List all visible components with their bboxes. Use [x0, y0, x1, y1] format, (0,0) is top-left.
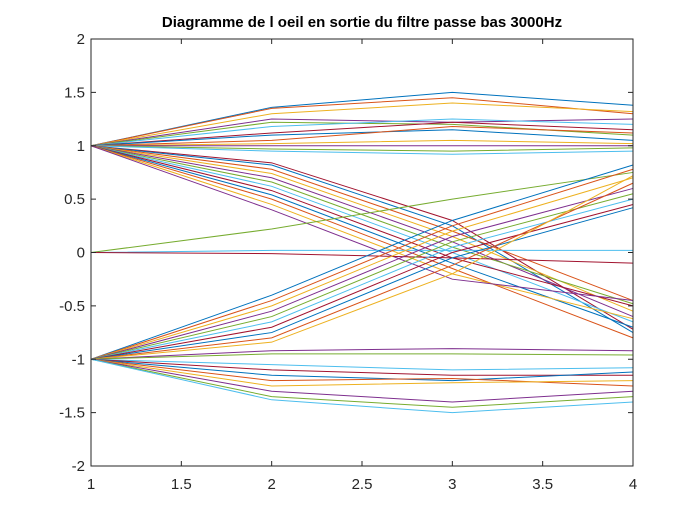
x-tick-label: 2.5	[352, 476, 373, 493]
y-tick-label: -2	[72, 458, 85, 475]
plot-area	[91, 39, 633, 466]
series-line-23	[90, 145, 634, 339]
series-line-13	[90, 145, 634, 155]
x-axis: 1 1.5 2 2.5 3 3.5 4	[87, 39, 637, 493]
y-tick-label: 0.5	[64, 191, 85, 208]
series-line-46	[90, 358, 634, 403]
x-tick-label: 3	[448, 476, 456, 493]
chart-title: Diagramme de l oeil en sortie du filtre …	[162, 14, 562, 31]
x-tick-label: 1	[87, 476, 95, 493]
series-line-18	[90, 145, 634, 318]
series-line-8	[90, 129, 634, 147]
series-line-29	[90, 164, 634, 360]
series-line-36	[90, 207, 634, 360]
series-lines	[90, 91, 634, 414]
series-line-17	[90, 145, 634, 312]
series-line-27	[90, 249, 633, 253]
series-line-35	[90, 203, 634, 360]
series-line-39	[90, 348, 634, 360]
series-line-32	[90, 187, 634, 360]
x-tick-label: 4	[629, 476, 637, 493]
series-line-28	[90, 252, 634, 264]
series-line-31	[90, 177, 634, 360]
series-line-10	[90, 139, 634, 147]
y-tick-label: 2	[77, 31, 85, 48]
y-tick-label: 0	[77, 245, 85, 262]
series-line-2	[90, 97, 634, 147]
series-line-21	[90, 145, 634, 307]
series-line-44	[90, 358, 634, 387]
series-line-34	[90, 198, 634, 360]
series-line-14	[90, 145, 634, 330]
y-tick-label: -0.5	[59, 298, 85, 315]
series-line-26	[90, 171, 634, 253]
y-axis: 2 1.5 1 0.5 0 -0.5 -1 -1.5 -2	[59, 31, 633, 475]
series-line-24	[90, 145, 634, 320]
y-tick-label: -1.5	[59, 405, 85, 422]
series-line-1	[90, 91, 634, 147]
x-tick-label: 3.5	[532, 476, 553, 493]
series-line-45	[90, 358, 634, 387]
series-line-33	[90, 193, 634, 360]
series-line-19	[90, 145, 634, 305]
y-tick-label: 1.5	[64, 84, 85, 101]
y-tick-label: 1	[77, 138, 85, 155]
series-line-48	[90, 358, 634, 414]
series-line-42	[90, 358, 633, 376]
series-line-20	[90, 145, 634, 323]
series-line-25	[90, 145, 634, 302]
series-line-47	[90, 358, 634, 408]
series-line-38	[90, 175, 634, 360]
y-tick-label: -1	[72, 351, 85, 368]
series-line-6	[90, 118, 634, 147]
series-line-41	[90, 358, 634, 371]
series-line-3	[90, 102, 634, 147]
series-line-30	[90, 168, 634, 360]
series-line-22	[90, 145, 634, 328]
series-line-12	[90, 145, 634, 152]
x-tick-label: 1.5	[171, 476, 192, 493]
series-line-9	[90, 126, 634, 147]
series-line-43	[90, 358, 634, 382]
series-line-7	[90, 121, 634, 147]
series-line-4	[90, 118, 634, 147]
series-line-16	[90, 145, 634, 302]
x-tick-label: 2	[267, 476, 275, 493]
series-line-40	[90, 353, 634, 360]
